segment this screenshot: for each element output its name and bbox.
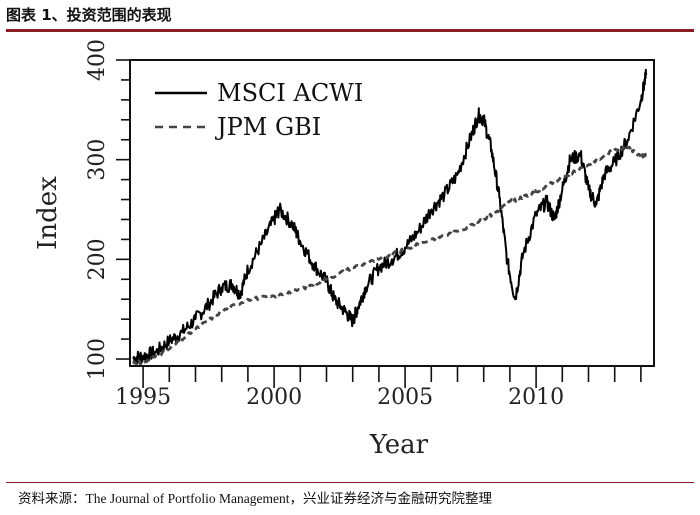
legend-label-jpm-gbi: JPM GBI <box>214 113 321 141</box>
y-axis-ticks: 100 200 300 400 <box>85 39 130 380</box>
y-tick-label: 300 <box>85 139 110 181</box>
legend: MSCI ACWI JPM GBI <box>155 79 363 141</box>
y-tick-label: 400 <box>85 39 110 81</box>
series-line-jpm-gbi <box>131 145 648 366</box>
x-axis-title: Year <box>369 430 429 460</box>
figure-title: 图表 1、投资范围的表现 <box>6 6 172 24</box>
legend-label-msci-acwi: MSCI ACWI <box>217 79 363 107</box>
series-line-msci-acwi <box>132 68 648 364</box>
y-tick-label: 100 <box>85 338 110 380</box>
title-rule <box>6 29 694 32</box>
x-axis-ticks: 1995 2000 2005 2010 <box>115 366 642 410</box>
x-tick-label: 2005 <box>377 385 433 410</box>
source-rule <box>6 482 694 483</box>
series-layer <box>131 68 648 366</box>
x-tick-label: 1995 <box>115 385 171 410</box>
line-chart: 1995 2000 2005 2010 100 200 300 400 MSCI ACWI … <box>33 39 655 460</box>
source-note: 资料来源：The Journal of Portfolio Management… <box>18 491 492 506</box>
x-tick-label: 2010 <box>508 385 564 410</box>
y-tick-label: 200 <box>85 238 110 280</box>
x-tick-label: 2000 <box>246 385 302 410</box>
plot-frame <box>129 59 655 367</box>
y-axis-title: Index <box>33 176 63 250</box>
